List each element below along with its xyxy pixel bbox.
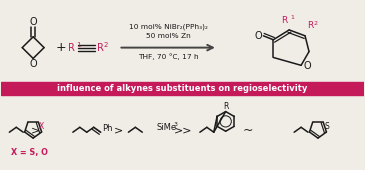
Text: O: O <box>303 61 311 71</box>
Text: X = S, O: X = S, O <box>11 148 48 157</box>
Text: 2: 2 <box>314 21 318 26</box>
Text: +: + <box>55 41 66 54</box>
Text: R: R <box>68 43 75 53</box>
Text: THF, 70 °C, 17 h: THF, 70 °C, 17 h <box>138 53 199 60</box>
Text: Ph: Ph <box>102 124 113 133</box>
Text: >>: >> <box>174 125 192 135</box>
Text: 1: 1 <box>290 15 294 20</box>
Text: R: R <box>281 16 287 25</box>
Text: O: O <box>255 31 262 41</box>
Text: ~: ~ <box>242 124 253 137</box>
Text: >: > <box>114 125 123 135</box>
Text: 10 mol% NiBr₂(PPh₃)₂: 10 mol% NiBr₂(PPh₃)₂ <box>129 24 208 30</box>
Bar <box>1 82 364 95</box>
Text: SiMe: SiMe <box>156 123 176 132</box>
Text: S: S <box>324 122 329 131</box>
Text: 3: 3 <box>173 122 177 127</box>
Text: R: R <box>307 21 313 30</box>
Text: X: X <box>39 122 44 131</box>
Text: O: O <box>29 17 37 27</box>
Text: 1: 1 <box>76 42 80 48</box>
Text: influence of alkynes substituents on regioselectivity: influence of alkynes substituents on reg… <box>57 84 307 93</box>
Text: 2: 2 <box>104 42 108 48</box>
Text: R: R <box>97 43 104 53</box>
Text: O: O <box>29 59 37 69</box>
Text: >: > <box>31 125 41 135</box>
Text: 50 mol% Zn: 50 mol% Zn <box>146 33 191 39</box>
Text: R: R <box>223 102 228 111</box>
